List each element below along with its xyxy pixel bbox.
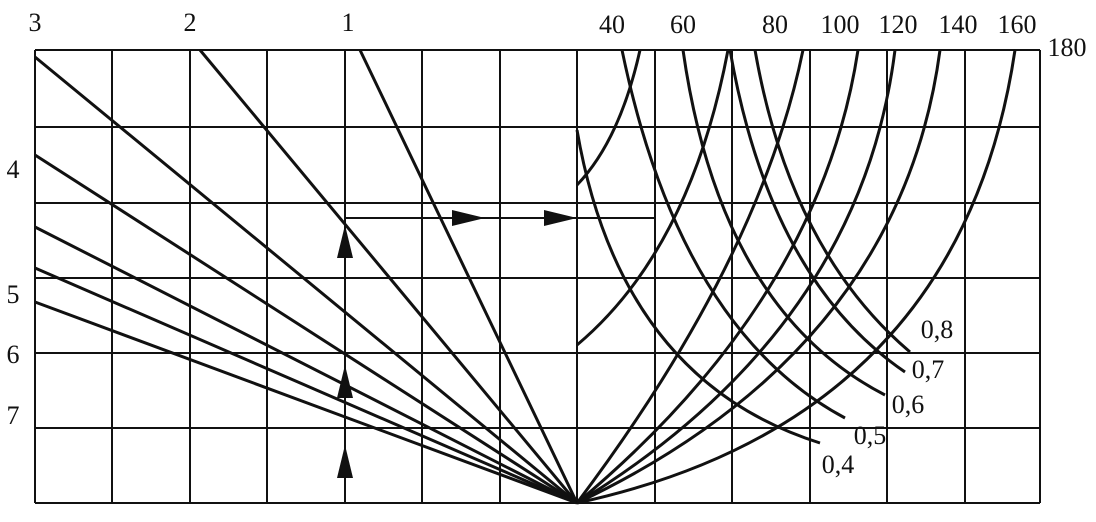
scale-label: 4 <box>7 155 20 184</box>
curve-label: 0,6 <box>892 390 925 419</box>
right-curves <box>575 49 1017 505</box>
curve-label: 0,5 <box>854 421 887 450</box>
scale-label: 160 <box>998 10 1037 39</box>
scale-label: 40 <box>599 10 625 39</box>
curve-label: 0,4 <box>822 450 855 479</box>
scale-label: 180 <box>1048 33 1087 62</box>
scale-label: 5 <box>7 280 20 309</box>
arrows <box>337 210 655 503</box>
curve-label: 0,8 <box>921 315 954 344</box>
scale-label: 140 <box>939 10 978 39</box>
scale-label: 6 <box>7 340 20 369</box>
scale-label: 80 <box>762 10 788 39</box>
scale-label: 7 <box>7 401 20 430</box>
curve-label: 0,7 <box>912 355 945 384</box>
scale-label: 60 <box>670 10 696 39</box>
scale-label: 3 <box>29 8 42 37</box>
scale-label: 2 <box>184 8 197 37</box>
scale-label: 100 <box>821 10 860 39</box>
grid <box>34 49 1041 504</box>
scale-label: 120 <box>879 10 918 39</box>
scale-label: 1 <box>342 8 355 37</box>
left-fan <box>34 49 579 505</box>
